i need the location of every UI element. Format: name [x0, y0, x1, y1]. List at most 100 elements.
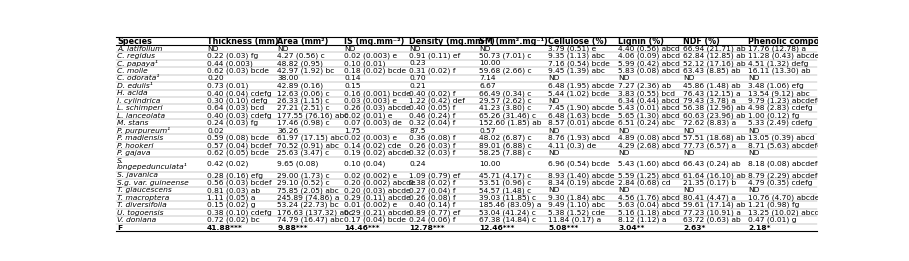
- Text: 58.25 (7.88) c: 58.25 (7.88) c: [479, 150, 532, 156]
- Text: Thickness (mm): Thickness (mm): [207, 37, 279, 46]
- Text: 0.40 (0.02) f: 0.40 (0.02) f: [409, 90, 455, 97]
- Text: ND: ND: [748, 75, 759, 81]
- Text: 0.20 (0.002) abcde: 0.20 (0.002) abcde: [345, 180, 416, 186]
- Text: V. doniana: V. doniana: [117, 217, 156, 223]
- Text: 6.48 (1.95) abcde: 6.48 (1.95) abcde: [548, 82, 614, 89]
- Text: 8.34 (0.19) abcde: 8.34 (0.19) abcde: [548, 180, 614, 186]
- Text: 9.30 (1.84) abc: 9.30 (1.84) abc: [548, 194, 605, 201]
- Text: 38.00: 38.00: [277, 75, 298, 81]
- Text: 8.76 (1.93) abcd: 8.76 (1.93) abcd: [548, 135, 610, 141]
- Text: 2.18*: 2.18*: [748, 224, 770, 230]
- Text: 0.16 (0.001) bcde: 0.16 (0.001) bcde: [345, 90, 411, 97]
- Text: ND: ND: [548, 98, 559, 104]
- Text: Lignin (%): Lignin (%): [618, 37, 664, 46]
- Text: 10.76 (4.70) abcdef: 10.76 (4.70) abcdef: [748, 194, 822, 201]
- Text: 80.41 (4.47) a: 80.41 (4.47) a: [683, 194, 736, 201]
- Text: F: F: [117, 224, 123, 230]
- Text: 0.15: 0.15: [345, 83, 361, 89]
- Text: C. molle: C. molle: [117, 68, 148, 74]
- Text: 1.21 (0.98) fg: 1.21 (0.98) fg: [748, 202, 799, 209]
- Text: ND: ND: [548, 187, 559, 193]
- Text: ND: ND: [277, 45, 289, 51]
- Text: 41.23 (3.80) c: 41.23 (3.80) c: [479, 105, 532, 111]
- Text: 9.79 (1.23) abcdefg: 9.79 (1.23) abcdefg: [748, 98, 822, 104]
- Text: 70.52 (0.91) abc: 70.52 (0.91) abc: [277, 142, 339, 149]
- Text: 12.78***: 12.78***: [409, 224, 445, 230]
- Text: 0.47 (0.01) g: 0.47 (0.01) g: [748, 217, 796, 223]
- Text: 6.67: 6.67: [479, 83, 496, 89]
- Text: 0.20 (0.03) abcde: 0.20 (0.03) abcde: [345, 187, 411, 193]
- Text: 6.48 (1.63) bcde: 6.48 (1.63) bcde: [548, 112, 610, 119]
- Text: C. regidus: C. regidus: [117, 53, 155, 59]
- Text: 60.63 (23.96) ab: 60.63 (23.96) ab: [683, 112, 745, 119]
- Text: T. diversifolia: T. diversifolia: [117, 202, 167, 208]
- Text: 16.11 (13.30) ab: 16.11 (13.30) ab: [748, 68, 811, 74]
- Text: ND: ND: [548, 128, 559, 134]
- Text: 9.65 (0.08): 9.65 (0.08): [277, 161, 319, 167]
- Text: 63.72 (0.63) ab: 63.72 (0.63) ab: [683, 217, 741, 223]
- Text: ND: ND: [748, 128, 759, 134]
- Text: 0.27 (0.04) f: 0.27 (0.04) f: [409, 187, 455, 193]
- Text: 7.45 (1.90) abcde: 7.45 (1.90) abcde: [548, 105, 614, 111]
- Text: 87.5: 87.5: [409, 128, 425, 134]
- Text: 177.55 (76.16) abc: 177.55 (76.16) abc: [277, 112, 349, 119]
- Text: M. stans: M. stans: [117, 120, 148, 126]
- Text: 11.28 (0.43) abcde: 11.28 (0.43) abcde: [748, 53, 819, 59]
- Text: 5.83 (0.08) abcd: 5.83 (0.08) abcd: [618, 68, 680, 74]
- Text: 0.70: 0.70: [409, 75, 426, 81]
- Text: 0.28 (0.16) efg: 0.28 (0.16) efg: [207, 172, 263, 179]
- Text: 53.24 (22.73) bc: 53.24 (22.73) bc: [277, 202, 339, 209]
- Text: 185.46 (83.09) a: 185.46 (83.09) a: [479, 202, 542, 209]
- Text: 4.29 (2.68) abcd: 4.29 (2.68) abcd: [618, 142, 680, 149]
- Text: ND: ND: [748, 187, 759, 193]
- Text: S.: S.: [117, 158, 125, 164]
- Text: ND: ND: [409, 45, 421, 51]
- Text: 77.73 (6.57) a: 77.73 (6.57) a: [683, 142, 736, 149]
- Text: 66.49 (0.34) c: 66.49 (0.34) c: [479, 90, 532, 97]
- Text: 0.15 (0.02) g: 0.15 (0.02) g: [207, 202, 255, 209]
- Text: NDF (%): NDF (%): [683, 37, 720, 46]
- Text: S. javanica: S. javanica: [117, 172, 158, 178]
- Text: 0.29 (0.21) abcde: 0.29 (0.21) abcde: [345, 209, 411, 216]
- Text: 42.97 (1.92) bc: 42.97 (1.92) bc: [277, 68, 335, 74]
- Text: 1.09 (0.79) ef: 1.09 (0.79) ef: [409, 172, 461, 179]
- Text: 0.32 (0.03) f: 0.32 (0.03) f: [409, 150, 455, 156]
- Text: 8.57 (0.01) abcde: 8.57 (0.01) abcde: [548, 120, 614, 126]
- Text: 0.20: 0.20: [207, 75, 224, 81]
- Text: 0.40 (0.03) cdefg: 0.40 (0.03) cdefg: [207, 112, 272, 119]
- Text: 0.02 (0.003) e: 0.02 (0.003) e: [345, 53, 397, 59]
- Text: 5.63 (0.04) abcd: 5.63 (0.04) abcd: [618, 202, 680, 209]
- Text: 0.62 (0.03) bcde: 0.62 (0.03) bcde: [207, 68, 269, 74]
- Text: 75.85 (2.05) abc: 75.85 (2.05) abc: [277, 187, 339, 193]
- Text: 48.82 (0.95): 48.82 (0.95): [277, 60, 324, 67]
- Text: 59.68 (2.66) c: 59.68 (2.66) c: [479, 68, 532, 74]
- Text: 0.14: 0.14: [345, 75, 361, 81]
- Text: 29.00 (1.73) c: 29.00 (1.73) c: [277, 172, 330, 179]
- Text: C. papaya¹: C. papaya¹: [117, 60, 158, 67]
- Text: 0.26 (0.08) f: 0.26 (0.08) f: [409, 194, 456, 201]
- Text: Area (mm²): Area (mm²): [277, 37, 329, 46]
- Text: 13.05 (0.39) abcd: 13.05 (0.39) abcd: [748, 135, 814, 141]
- Text: ND: ND: [345, 45, 355, 51]
- Text: 89.01 (6.88) c: 89.01 (6.88) c: [479, 142, 532, 149]
- Text: 10.00: 10.00: [479, 61, 501, 67]
- Text: T. macroptera: T. macroptera: [117, 195, 169, 201]
- Text: 0.38 (0.02) f: 0.38 (0.02) f: [409, 180, 455, 186]
- Text: C. odorata¹: C. odorata¹: [117, 75, 159, 81]
- Text: 3.83 (0.55) bcd: 3.83 (0.55) bcd: [618, 90, 675, 97]
- Text: 0.24 (0.06) f: 0.24 (0.06) f: [409, 217, 455, 223]
- Text: ND: ND: [548, 150, 559, 156]
- Text: 0.62 (0.05) bcde: 0.62 (0.05) bcde: [207, 150, 269, 156]
- Text: 0.57: 0.57: [479, 128, 496, 134]
- Text: 1.11 (0.05) a: 1.11 (0.05) a: [207, 194, 255, 201]
- Text: 0.30 (0.10) defg: 0.30 (0.10) defg: [207, 98, 268, 104]
- Text: 11.84 (0.17) a: 11.84 (0.17) a: [548, 217, 601, 223]
- Text: 176.63 (137.32) abc: 176.63 (137.32) abc: [277, 209, 354, 216]
- Text: 56.38 (12.96) ab: 56.38 (12.96) ab: [683, 105, 745, 111]
- Text: longepedunculata¹: longepedunculata¹: [117, 163, 188, 170]
- Text: 0.40 (0.04) cdefg: 0.40 (0.04) cdefg: [207, 90, 272, 97]
- Text: 12.46***: 12.46***: [479, 224, 514, 230]
- Text: 5.44 (1.02) bcde: 5.44 (1.02) bcde: [548, 90, 610, 97]
- Text: 0.46 (0.24) f: 0.46 (0.24) f: [409, 112, 455, 119]
- Text: 61.97 (17.15) abc: 61.97 (17.15) abc: [277, 135, 345, 141]
